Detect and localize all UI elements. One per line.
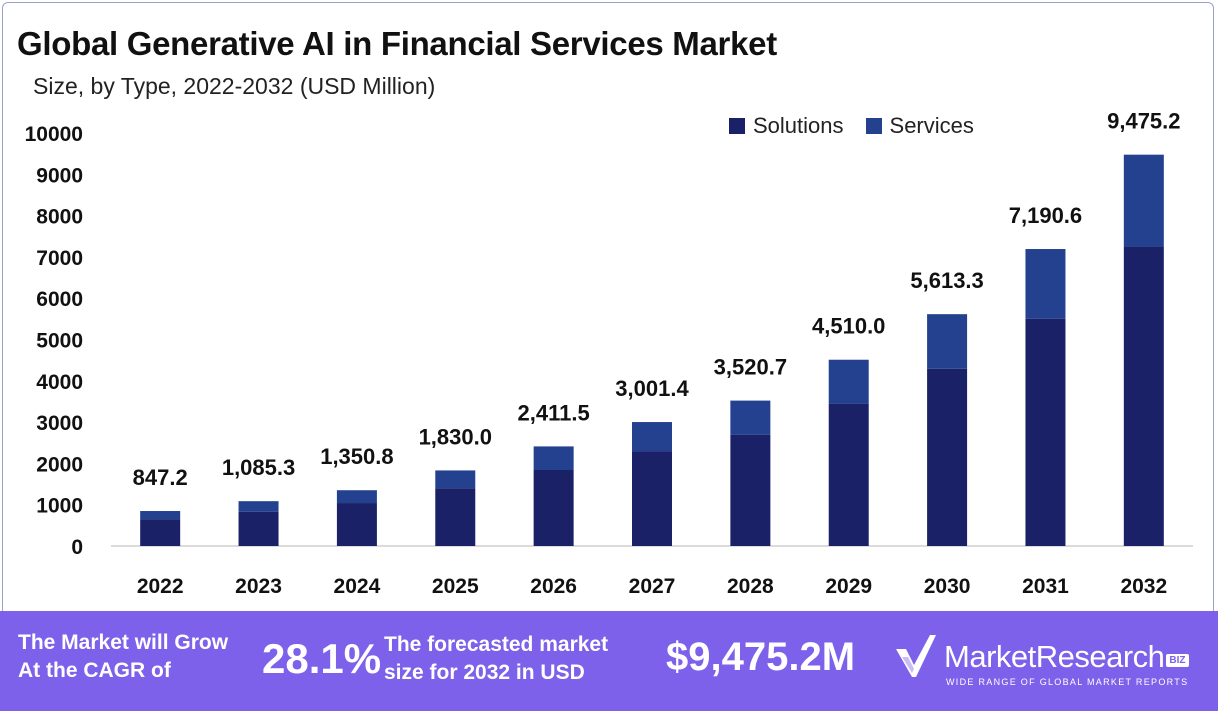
bar-services-2026	[533, 446, 574, 471]
cagr-caption-line1: The Market will Grow	[18, 631, 229, 654]
data-label-2024: 1,350.8	[320, 444, 393, 469]
forecast-caption: The forecasted market size for 2032 in U…	[384, 631, 608, 687]
bar-services-2032	[1123, 154, 1164, 247]
data-label-2031: 7,190.6	[1009, 203, 1082, 228]
forecast-caption-line2: size for 2032 in USD	[384, 661, 585, 684]
bar-solutions-2030	[927, 368, 968, 546]
x-tick-label-2025: 2025	[432, 575, 479, 598]
bar-solutions-2028	[730, 434, 771, 546]
legend-item-services: Services	[865, 113, 974, 139]
y-tick-label: 5000	[36, 330, 83, 353]
bar-services-2025	[435, 470, 476, 489]
x-tick-label-2024: 2024	[334, 575, 381, 598]
y-tick-label: 10000	[25, 123, 83, 146]
bar-services-2030	[927, 314, 968, 369]
bar-solutions-2027	[632, 451, 672, 546]
x-tick-label-2028: 2028	[727, 575, 774, 598]
footer-banner: The Market will Grow At the CAGR of 28.1…	[0, 611, 1218, 711]
legend-swatch-solutions	[729, 118, 745, 134]
bar-services-2029	[828, 359, 869, 404]
x-tick-label-2031: 2031	[1022, 575, 1069, 598]
x-tick-label-2022: 2022	[137, 575, 184, 598]
x-tick-label-2026: 2026	[530, 575, 577, 598]
forecast-caption-line1: The forecasted market	[384, 633, 609, 656]
y-tick-label: 9000	[36, 164, 83, 187]
bar-services-2028	[730, 400, 771, 435]
bar-solutions-2025	[435, 488, 476, 546]
y-tick-label: 1000	[36, 495, 83, 518]
bar-services-2022	[140, 511, 181, 520]
forecast-value: $9,475.2M	[666, 635, 856, 679]
legend-swatch-services	[865, 118, 882, 134]
brand-badge: BIZ	[1166, 654, 1189, 667]
data-label-2025: 1,830.0	[419, 424, 492, 449]
y-tick-label: 0	[71, 536, 83, 559]
cagr-value: 28.1%	[262, 635, 382, 682]
legend-label-services: Services	[889, 113, 974, 138]
bar-solutions-2031	[1025, 318, 1066, 546]
x-tick-label-2023: 2023	[235, 575, 282, 598]
bar-chart: 0 1000 2000 3000 4000 5000 6000 7000 8000 9000 100…	[25, 109, 1193, 598]
chart-title: Global Generative AI in Financial Servic…	[17, 25, 777, 62]
x-tick-label-2029: 2029	[825, 575, 872, 598]
y-tick-label: 2000	[36, 453, 83, 476]
chart-subtitle: Size, by Type, 2022-2032 (USD Million)	[33, 73, 436, 99]
bar-solutions-2029	[828, 403, 869, 546]
brand-name-text: MarketResearch	[944, 639, 1165, 674]
y-tick-label: 7000	[36, 247, 83, 270]
data-label-2032: 9,475.2	[1107, 109, 1180, 134]
y-tick-label: 8000	[36, 206, 83, 229]
y-tick-label: 3000	[36, 412, 83, 435]
legend-item-solutions: Solutions	[729, 113, 844, 139]
bar-services-2024	[336, 490, 377, 504]
bar-solutions-2032	[1123, 246, 1164, 546]
chart-legend: Solutions Services	[729, 113, 996, 139]
cagr-caption: The Market will Grow At the CAGR of	[18, 629, 228, 685]
bar-services-2031	[1025, 249, 1066, 319]
cagr-caption-line2: At the CAGR of	[18, 659, 171, 682]
x-tick-label-2030: 2030	[924, 575, 971, 598]
bar-solutions-2022	[140, 519, 181, 546]
legend-label-solutions: Solutions	[753, 113, 844, 138]
brand-tagline: WIDE RANGE OF GLOBAL MARKET REPORTS	[946, 677, 1189, 687]
data-label-2022: 847.2	[133, 465, 188, 490]
data-label-2023: 1,085.3	[222, 455, 295, 480]
brand-logo-icon	[896, 635, 936, 677]
data-label-2027: 3,001.4	[615, 376, 689, 401]
y-tick-label: 4000	[36, 371, 83, 394]
x-tick-label-2032: 2032	[1120, 575, 1167, 598]
data-label-2030: 5,613.3	[910, 268, 983, 293]
bar-services-2027	[632, 422, 672, 452]
bar-services-2023	[238, 501, 279, 512]
y-tick-label: 6000	[36, 288, 83, 311]
data-label-2028: 3,520.7	[714, 355, 787, 380]
x-tick-label-2027: 2027	[629, 575, 676, 598]
bar-solutions-2026	[533, 470, 574, 546]
data-label-2029: 4,510.0	[812, 314, 885, 339]
bar-solutions-2024	[336, 503, 377, 546]
bar-solutions-2023	[238, 511, 279, 546]
data-label-2026: 2,411.5	[518, 400, 590, 425]
brand-name: MarketResearch BIZ	[944, 639, 1189, 675]
